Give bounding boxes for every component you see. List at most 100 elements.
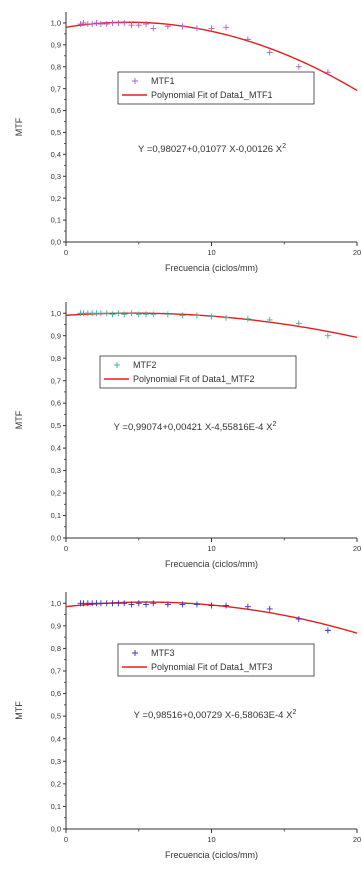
data-point: [115, 19, 122, 26]
data-point: [93, 19, 100, 26]
data-point: [97, 310, 104, 317]
data-point: [295, 616, 302, 623]
x-tick-label: 10: [207, 544, 215, 553]
y-axis-label: MTF: [14, 117, 24, 136]
y-tick-label: 0,0: [51, 238, 61, 247]
x-tick-label: 10: [207, 248, 215, 257]
data-point: [115, 310, 122, 317]
data-point: [77, 21, 84, 28]
y-tick-label: 0,8: [51, 62, 61, 71]
legend-label: Polynomial Fit of Data1_MTF1: [151, 90, 273, 100]
x-tick-label: 10: [207, 835, 215, 844]
equation-exponent: 2: [292, 709, 296, 716]
data-point: [121, 311, 128, 318]
data-point: [103, 310, 110, 317]
data-point: [115, 600, 122, 607]
y-tick-label: 0,3: [51, 466, 61, 475]
y-tick-label: 0,1: [51, 802, 61, 811]
y-tick-label: 0,8: [51, 354, 61, 363]
y-tick-label: 0,3: [51, 172, 61, 181]
y-tick-label: 0,4: [51, 444, 61, 453]
data-point: [324, 332, 331, 339]
data-point: [179, 23, 186, 30]
y-tick-label: 0,1: [51, 511, 61, 520]
x-axis-label: Frecuencia (ciclos/mm): [165, 263, 258, 273]
y-tick-label: 0,5: [51, 712, 61, 721]
y-tick-label: 1,0: [51, 309, 61, 318]
y-tick-label: 0,4: [51, 734, 61, 743]
data-point: [128, 601, 135, 608]
y-tick-label: 0,6: [51, 399, 61, 408]
y-tick-label: 0,6: [51, 106, 61, 115]
y-tick-label: 0,9: [51, 621, 61, 630]
data-point: [143, 311, 150, 318]
data-point: [266, 605, 273, 612]
data-point: [179, 312, 186, 319]
data-point: [128, 310, 135, 317]
x-tick-label: 20: [353, 544, 361, 553]
data-point: [324, 69, 331, 76]
data-point: [223, 24, 230, 31]
data-point: [150, 25, 157, 32]
legend-label: MTF3: [151, 648, 175, 658]
x-tick-label: 0: [64, 248, 68, 257]
y-tick-label: 0,2: [51, 194, 61, 203]
data-point: [208, 25, 215, 32]
y-tick-label: 0,9: [51, 331, 61, 340]
data-point: [193, 312, 200, 319]
data-point: [135, 600, 142, 607]
data-point: [109, 311, 116, 318]
y-tick-label: 0,2: [51, 489, 61, 498]
legend-marker: [114, 362, 120, 368]
data-point: [121, 600, 128, 607]
x-tick-label: 0: [64, 835, 68, 844]
data-point: [80, 19, 87, 26]
y-tick-label: 0,7: [51, 376, 61, 385]
y-tick-label: 0,9: [51, 40, 61, 49]
data-point: [109, 600, 116, 607]
equation-text: Y =0,98516+0,00729 X-6,58063E-4 X: [134, 710, 293, 721]
data-point: [179, 601, 186, 608]
data-point: [89, 21, 96, 28]
y-tick-label: 0,6: [51, 689, 61, 698]
legend-box: [117, 643, 315, 677]
y-tick-label: 0,7: [51, 667, 61, 676]
data-point: [208, 602, 215, 609]
equation-exponent: 2: [282, 143, 286, 150]
legend-marker: [132, 650, 138, 656]
fit-equation: Y =0,99074+0,00421 X-4,55816E-4 X2: [114, 421, 277, 433]
y-tick-label: 0,5: [51, 128, 61, 137]
data-point: [193, 601, 200, 608]
legend-marker: [132, 78, 138, 84]
x-axis-label: Frecuencia (ciclos/mm): [165, 850, 258, 860]
fit-equation: Y =0,98516+0,00729 X-6,58063E-4 X2: [134, 709, 297, 721]
data-point: [135, 311, 142, 318]
data-point: [223, 602, 230, 609]
data-point: [143, 21, 150, 28]
data-point: [244, 315, 251, 322]
data-point: [193, 25, 200, 32]
data-point: [324, 627, 331, 634]
x-tick-label: 0: [64, 544, 68, 553]
data-point: [164, 601, 171, 608]
legend-box: [117, 71, 315, 105]
data-point: [295, 320, 302, 327]
data-point: [244, 36, 251, 43]
data-point: [103, 600, 110, 607]
mtf2-chart: 0,0 0,1 0,2 0,3 0,4 0,5 0,6 0,7 0,8 0,9 1,0 0 10 20 Fr…: [14, 302, 361, 569]
data-point: [266, 316, 273, 323]
fit-equation: Y =0,98027+0,01077 X-0,00126 X2: [138, 143, 286, 155]
data-point: [150, 311, 157, 318]
legend-box: [99, 355, 297, 389]
data-point: [109, 19, 116, 26]
data-point: [128, 22, 135, 29]
data-point: [244, 603, 251, 610]
equation-exponent: 2: [272, 421, 276, 428]
legend-label: MTF2: [133, 360, 157, 370]
y-tick-label: 0,4: [51, 150, 61, 159]
y-tick-label: 0,8: [51, 644, 61, 653]
mtf3-chart: 0,0 0,1 0,2 0,3 0,4 0,5 0,6 0,7 0,8 0,9 1,0 0 10 20 Fr…: [14, 592, 361, 860]
data-point: [97, 600, 104, 607]
x-tick-label: 20: [353, 835, 361, 844]
y-axis-label: MTF: [14, 410, 24, 429]
